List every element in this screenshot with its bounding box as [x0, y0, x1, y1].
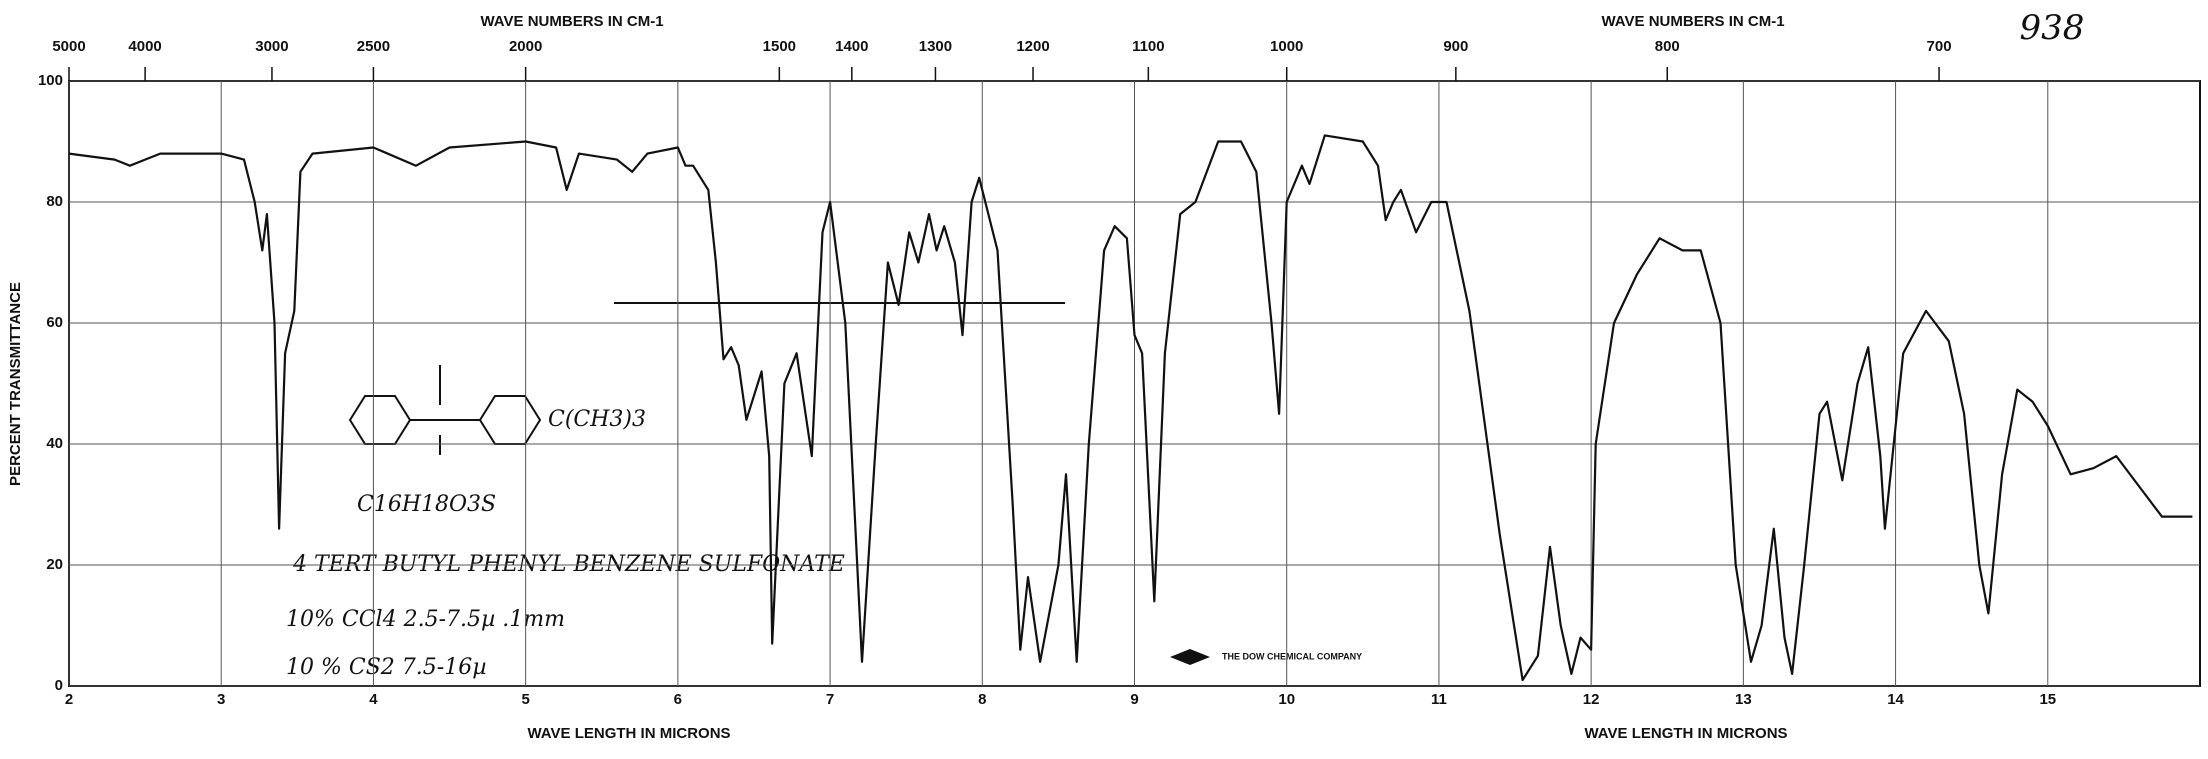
conditions: 10 % CS2 7.5-16µ — [286, 655, 487, 680]
x2-tick-label: 1400 — [835, 38, 868, 55]
y-tick-label: 80 — [46, 193, 63, 210]
x2-tick-label: 1000 — [1270, 38, 1303, 55]
company-label: THE DOW CHEMICAL COMPANY — [1222, 651, 1362, 661]
y-tick-label: 100 — [38, 72, 63, 89]
conditions: 10% CCl4 2.5-7.5µ .1mm — [286, 607, 565, 632]
logo-diamond — [1170, 649, 1210, 665]
x2-tick-label: 900 — [1443, 38, 1468, 55]
logo-box — [1160, 642, 1450, 674]
x2-tick-label: 4000 — [128, 38, 161, 55]
x-tick-label: 13 — [1735, 691, 1752, 708]
y-axis-title: PERCENT TRANSMITTANCE — [7, 282, 24, 486]
x2-tick-label: 700 — [1927, 38, 1952, 55]
x-tick-label: 12 — [1583, 691, 1600, 708]
x2-tick-label: 1500 — [763, 38, 796, 55]
substituent-label: C(CH3)3 — [548, 407, 646, 432]
x-tick-label: 3 — [217, 691, 225, 708]
x2-tick-label: 800 — [1655, 38, 1680, 55]
x-tick-label: 15 — [2039, 691, 2056, 708]
x-tick-label: 10 — [1278, 691, 1295, 708]
x-axis-title: WAVE LENGTH IN MICRONS — [1584, 725, 1787, 742]
top-axis-title: WAVE NUMBERS IN CM-1 — [480, 13, 663, 30]
x2-tick-label: 3000 — [255, 38, 288, 55]
y-tick-label: 40 — [46, 435, 63, 452]
x2-tick-label: 5000 — [52, 38, 85, 55]
formula-label: C16H18O3S — [357, 492, 496, 517]
x-axis-title: WAVE LENGTH IN MICRONS — [527, 725, 730, 742]
x-tick-label: 9 — [1130, 691, 1138, 708]
spectrum-line — [68, 134, 2193, 682]
x2-tick-label: 1200 — [1016, 38, 1049, 55]
x-tick-label: 14 — [1887, 691, 1904, 708]
y-tick-label: 60 — [46, 314, 63, 331]
x-tick-label: 6 — [674, 691, 682, 708]
x2-tick-label: 2000 — [509, 38, 542, 55]
y-tick-label: 0 — [55, 677, 63, 694]
top-axis-title: WAVE NUMBERS IN CM-1 — [1601, 13, 1784, 30]
x2-tick-label: 1300 — [919, 38, 952, 55]
y-tick-label: 20 — [46, 556, 63, 573]
x2-tick-label: 1100 — [1132, 38, 1165, 55]
x-tick-label: 8 — [978, 691, 986, 708]
x-tick-label: 5 — [521, 691, 529, 708]
x-tick-label: 2 — [65, 691, 73, 708]
x-tick-label: 4 — [369, 691, 378, 708]
x2-tick-label: 2500 — [357, 38, 390, 55]
structure-drawing — [348, 365, 542, 455]
x-tick-label: 11 — [1431, 691, 1447, 708]
chart-number: 938 — [2020, 8, 2085, 48]
x-tick-label: 7 — [826, 691, 834, 708]
